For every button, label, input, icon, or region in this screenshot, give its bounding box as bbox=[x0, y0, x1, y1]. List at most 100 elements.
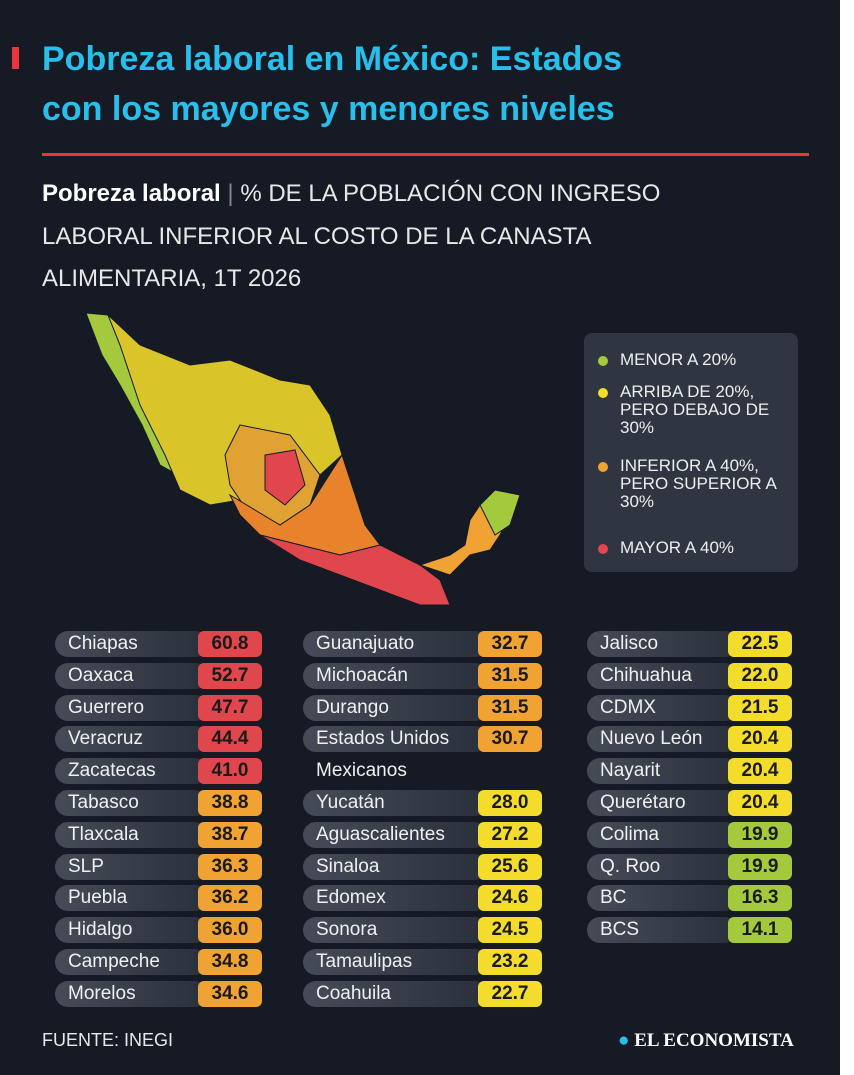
row-background bbox=[303, 948, 488, 975]
state-value: 41.0 bbox=[198, 758, 262, 785]
row-background bbox=[303, 917, 488, 944]
state-value: 22.0 bbox=[728, 662, 792, 689]
state-value: 22.5 bbox=[728, 631, 792, 657]
state-value: 20.4 bbox=[728, 726, 792, 753]
table-row: Guerrero 47.7 bbox=[55, 692, 264, 724]
table-row: Zacatecas 41.0 bbox=[55, 755, 264, 787]
state-value: 19.9 bbox=[728, 853, 792, 880]
table-row: Yucatán 28.0 bbox=[303, 787, 544, 819]
state-value: 27.2 bbox=[478, 821, 542, 848]
state-name: Morelos bbox=[68, 982, 136, 1004]
table-row: Tlaxcala 38.7 bbox=[55, 819, 264, 851]
state-value: 47.7 bbox=[198, 694, 262, 721]
row-background bbox=[55, 662, 208, 689]
table-row: Sonora 24.5 bbox=[303, 914, 544, 946]
state-value: 21.5 bbox=[728, 694, 792, 721]
row-background bbox=[303, 821, 488, 848]
row-background bbox=[55, 885, 208, 912]
legend-item: INFERIOR A 40%, PERO SUPERIOR A 30% bbox=[598, 457, 788, 511]
row-background bbox=[303, 662, 488, 689]
state-name: BCS bbox=[600, 919, 640, 941]
row-background bbox=[55, 694, 208, 721]
state-value: 25.6 bbox=[478, 853, 542, 880]
state-value: 30.7 bbox=[478, 726, 542, 753]
table-row: Durango 31.5 bbox=[303, 692, 544, 724]
brand-text: EL ECONOMISTA bbox=[634, 1030, 794, 1051]
brand: ● EL ECONOMISTA bbox=[618, 1030, 794, 1051]
state-value: 19.9 bbox=[728, 821, 792, 848]
table-row: Edomex 24.6 bbox=[303, 882, 544, 914]
table-row: Tabasco 38.8 bbox=[55, 787, 264, 819]
state-value: 36.2 bbox=[198, 885, 262, 912]
state-name: Nayarit bbox=[600, 760, 661, 782]
state-value: 14.1 bbox=[728, 917, 792, 944]
state-name: Querétaro bbox=[600, 791, 686, 813]
subtitle: Pobreza laboral | % DE LA POBLACIÓN CON … bbox=[42, 180, 661, 207]
state-value: 31.5 bbox=[478, 694, 542, 721]
table-row: Sinaloa 25.6 bbox=[303, 851, 544, 883]
table-row: Michoacán 31.5 bbox=[303, 660, 544, 692]
table-row: Q. Roo 19.9 bbox=[587, 851, 794, 883]
state-value: 34.8 bbox=[198, 948, 262, 975]
table-row: Veracruz 44.4 bbox=[55, 723, 264, 755]
table-row: BCS 14.1 bbox=[587, 914, 794, 946]
state-value: 52.7 bbox=[198, 662, 262, 689]
table-row: Nayarit 20.4 bbox=[587, 755, 794, 787]
legend-item: MAYOR A 40% bbox=[598, 539, 788, 557]
row-background bbox=[303, 726, 488, 753]
state-name: Sinaloa bbox=[316, 855, 380, 877]
table-row: Hidalgo 36.0 bbox=[55, 914, 264, 946]
legend-label: MAYOR A 40% bbox=[620, 538, 735, 557]
table-row: Querétaro 20.4 bbox=[587, 787, 794, 819]
row-background bbox=[55, 948, 208, 975]
state-name: Oaxaca bbox=[68, 664, 134, 686]
legend-swatch bbox=[598, 462, 608, 472]
table-row: Morelos 34.6 bbox=[55, 978, 264, 1010]
state-name: Q. Roo bbox=[600, 855, 661, 877]
state-name: Guanajuato bbox=[316, 633, 415, 654]
title: Pobreza laboral en México: Estados bbox=[42, 40, 623, 78]
row-background bbox=[55, 726, 208, 753]
table-row: Chihuahua 22.0 bbox=[587, 660, 794, 692]
state-value: 23.2 bbox=[478, 948, 542, 975]
row-background bbox=[55, 917, 208, 944]
state-name: Sonora bbox=[316, 919, 378, 941]
row-background bbox=[587, 789, 738, 816]
legend-swatch bbox=[598, 356, 608, 366]
row-background bbox=[55, 789, 208, 816]
table-row: BC 16.3 bbox=[587, 882, 794, 914]
row-background bbox=[587, 631, 738, 657]
state-name: Guerrero bbox=[68, 696, 145, 718]
state-name: Michoacán bbox=[316, 664, 408, 686]
state-value: 36.3 bbox=[198, 853, 262, 880]
state-value: 36.0 bbox=[198, 917, 262, 944]
state-name: Tamaulipas bbox=[316, 950, 413, 972]
row-background bbox=[55, 758, 208, 785]
state-name: Coahuila bbox=[316, 982, 391, 1004]
state-value: 38.8 bbox=[198, 789, 262, 816]
source: FUENTE: INEGI bbox=[42, 1030, 174, 1050]
state-name: Campeche bbox=[68, 950, 160, 972]
row-background bbox=[303, 980, 488, 1007]
row-background bbox=[303, 853, 488, 880]
state-name: Tabasco bbox=[68, 791, 139, 813]
state-value: 38.7 bbox=[198, 821, 262, 848]
state-value: 60.8 bbox=[198, 631, 262, 657]
row-background bbox=[587, 726, 738, 753]
state-value: 16.3 bbox=[728, 885, 792, 912]
table-row: Campeche 34.8 bbox=[55, 946, 264, 978]
state-value: 22.7 bbox=[478, 980, 542, 1007]
state-name: Jalisco bbox=[600, 633, 659, 654]
map bbox=[85, 312, 521, 606]
legend-item: ARRIBA DE 20%, PERO DEBAJO DE 30% bbox=[598, 383, 788, 437]
row-background bbox=[55, 631, 208, 657]
table-row: Estados Unidos Mexicanos 30.7 bbox=[303, 723, 544, 787]
table-row: CDMX 21.5 bbox=[587, 692, 794, 724]
table-column: Chiapas 60.8 Oaxaca 52.7 Guerrero 47.7 Veracru… bbox=[55, 628, 264, 1010]
table-row: Chiapas 60.8 bbox=[55, 628, 264, 660]
table-row: Aguascalientes 27.2 bbox=[303, 819, 544, 851]
legend-swatch bbox=[598, 388, 608, 398]
row-background bbox=[587, 853, 738, 880]
legend-label: INFERIOR A 40%, PERO SUPERIOR A 30% bbox=[620, 456, 776, 511]
